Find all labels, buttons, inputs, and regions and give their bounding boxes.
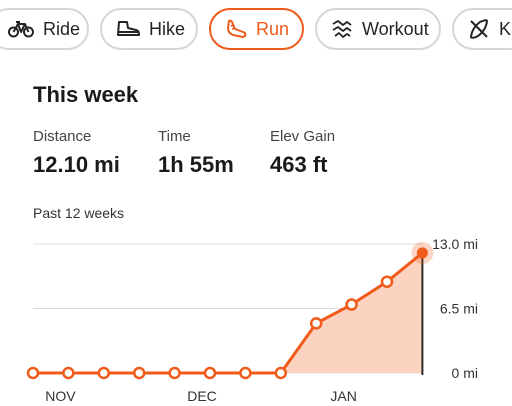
distance-value: 12.10 mi	[33, 152, 120, 177]
y-tick-label: 13.0 mi	[432, 236, 478, 252]
data-point	[62, 366, 75, 380]
running-shoe-icon	[227, 19, 247, 38]
tab-hike[interactable]: Hike	[100, 8, 198, 50]
data-point	[380, 275, 394, 288]
weekly-summary-title: This week	[33, 82, 139, 107]
time-value: 1h 55m	[158, 152, 234, 177]
y-tick-label: 6.5 mi	[440, 301, 478, 317]
data-point	[309, 317, 323, 330]
activity-type-tabs: Ride Hike Run Workout K	[0, 8, 512, 54]
data-point	[345, 298, 358, 311]
data-point	[239, 366, 252, 380]
time-label: Time	[158, 128, 191, 145]
tab-run-label: Run	[256, 18, 290, 39]
tab-ride-label: Ride	[43, 18, 81, 39]
distance-label: Distance	[33, 128, 92, 145]
workout-icon	[332, 20, 352, 38]
tab-run[interactable]: Run	[209, 8, 304, 50]
data-point	[274, 366, 288, 380]
data-point	[132, 366, 146, 380]
tab-workout-label: Workout	[362, 18, 429, 39]
tab-ride[interactable]: Ride	[0, 8, 89, 50]
hiking-boot-icon	[117, 21, 140, 36]
data-point	[97, 366, 111, 380]
y-tick-label: 0 mi	[452, 365, 478, 381]
x-tick-label: JAN	[330, 388, 356, 404]
tab-hike-label: Hike	[149, 18, 186, 39]
data-point	[203, 366, 217, 380]
elev-gain-value: 463 ft	[270, 152, 328, 177]
data-point	[168, 366, 181, 380]
kayak-icon	[470, 19, 488, 39]
chart-title: Past 12 weeks	[33, 205, 125, 221]
weekly-distance-chart[interactable]: 0 mi 6.5 mi 13.0 mi NOV DEC JAN	[0, 230, 512, 406]
series-area	[33, 252, 423, 373]
tab-workout[interactable]: Workout	[315, 8, 441, 50]
bike-icon	[8, 21, 34, 38]
data-point-current	[416, 247, 428, 259]
tab-kayak-label: K	[499, 18, 512, 39]
x-tick-label: NOV	[45, 388, 76, 404]
elev-gain-label: Elev Gain	[270, 128, 336, 145]
x-tick-label: DEC	[187, 388, 217, 404]
data-point	[26, 366, 40, 380]
tab-kayak[interactable]: K	[452, 8, 512, 50]
